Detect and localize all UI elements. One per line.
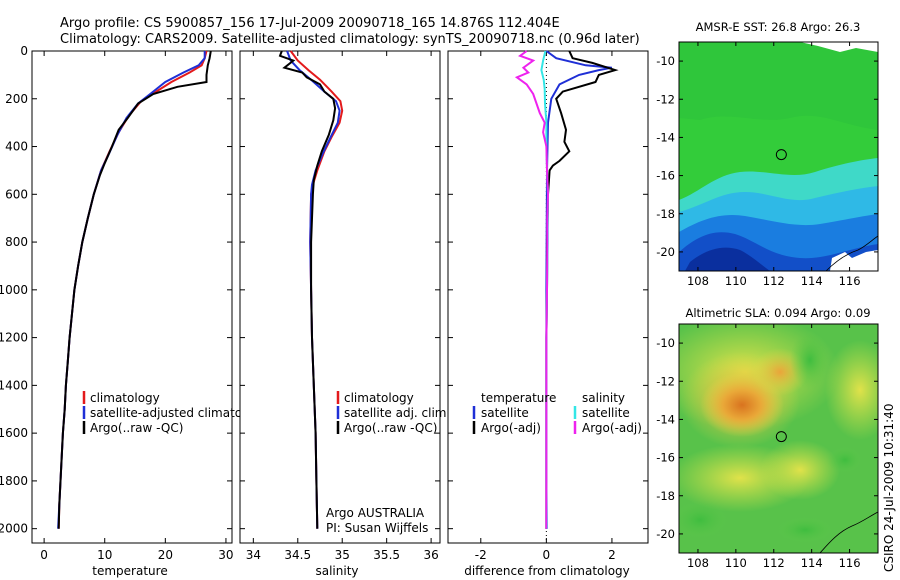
temperature-legend-climatology: climatology — [90, 391, 160, 405]
sst-map-xtick-label: 108 — [687, 274, 709, 288]
salinity-panel: 34 34.5 35 35.5 36 salinity climatology sate… — [239, 50, 450, 578]
figure-title-line1: Argo profile: CS 5900857_156 17-Jul-2009… — [60, 16, 560, 31]
depth-ytick-label: 1800 — [0, 474, 28, 488]
salinity-axes-frame — [239, 50, 441, 544]
sla-map-xtick-label: 114 — [801, 556, 823, 570]
difference-legend: temperature satellite Argo(-adj) salinit… — [472, 391, 642, 435]
sst-map-xtick-label: 116 — [839, 274, 861, 288]
side-timestamp: CSIRO 24-Jul-2009 10:31:40 — [882, 404, 896, 572]
difference-legend-temperature-argo: Argo(-adj) — [481, 421, 541, 435]
sla-map-frame — [678, 323, 879, 554]
sla-map-ytick-label: -20 — [656, 527, 675, 541]
sla-map-field — [679, 324, 878, 553]
sst-map-xtick-label: 110 — [725, 274, 747, 288]
salinity-lines — [278, 50, 344, 529]
depth-ytick-label: 800 — [5, 235, 28, 249]
difference-panel: -2 0 2 difference from climatology tempera… — [447, 50, 649, 578]
sst-map-xtick-label: 112 — [763, 274, 785, 288]
depth-ytick-label: 0 — [20, 44, 28, 58]
temperature-xtick-label: 0 — [40, 548, 48, 562]
depth-ytick-label: 1000 — [0, 283, 28, 297]
sst-argo-location-marker — [775, 149, 787, 161]
depth-ytick-label: 600 — [5, 187, 28, 201]
sla-map-xtick-label: 116 — [839, 556, 861, 570]
salinity-annotation-line1: Argo AUSTRALIA — [326, 506, 425, 520]
figure-title-line2: Climatology: CARS2009. Satellite-adjuste… — [60, 32, 640, 47]
sla-map-ticks: 108 110 112 114 116 -10 -12 -14 -16 -18 -20 — [656, 324, 878, 570]
temperature-xtick-label: 20 — [158, 548, 173, 562]
temperature-legend-satellite: satellite-adjusted climatology — [90, 406, 268, 420]
salinity-xtick-label: 35.5 — [373, 548, 400, 562]
sla-map-xtick-label: 112 — [763, 556, 785, 570]
sla-map-ytick-label: -14 — [656, 412, 675, 426]
difference-legend-salinity-satellite: satellite — [582, 406, 630, 420]
salinity-ticks: 34 34.5 35 35.5 36 — [240, 50, 440, 562]
sst-map-frame — [678, 41, 879, 272]
sst-map-ytick-label: -20 — [656, 245, 675, 259]
temperature-ticks: 0 10 20 30 0 200 400 600 800 1000 1200 1400 1600 1800… — [0, 44, 234, 562]
difference-xtick-label: -2 — [475, 548, 487, 562]
depth-ytick-label: 1600 — [0, 426, 28, 440]
sla-map-ytick-label: -10 — [656, 336, 675, 350]
depth-ytick-label: 1200 — [0, 331, 28, 345]
difference-xtick-label: 2 — [608, 548, 616, 562]
salinity-legend-argo: Argo(..raw -QC) — [344, 421, 437, 435]
temperature-xlabel: temperature — [92, 564, 167, 578]
sst-map-ytick-label: -10 — [656, 54, 675, 68]
sla-map-ytick-label: -18 — [656, 489, 675, 503]
sst-map-ytick-label: -14 — [656, 130, 675, 144]
difference-legend-salinity-argo: Argo(-adj) — [582, 421, 642, 435]
difference-lines — [514, 50, 619, 543]
difference-legend-temperature-title: temperature — [481, 391, 556, 405]
difference-xtick-label: 0 — [543, 548, 551, 562]
salinity-xtick-label: 34 — [246, 548, 261, 562]
depth-ytick-label: 400 — [5, 140, 28, 154]
depth-ytick-label: 2000 — [0, 522, 28, 536]
sla-map-panel: Altimetric SLA: 0.094 Argo: 0.09 108 110 1… — [656, 306, 879, 570]
salinity-legend-climatology: climatology — [344, 391, 414, 405]
sst-map-ytick-label: -12 — [656, 92, 675, 106]
temperature-series-argo — [57, 50, 212, 529]
difference-ticks: -2 0 2 — [448, 50, 648, 562]
sst-map-ytick-label: -18 — [656, 207, 675, 221]
salinity-xtick-label: 34.5 — [284, 548, 311, 562]
temperature-xtick-label: 10 — [97, 548, 112, 562]
salinity-legend: climatology satellite adj. clim. Argo(..… — [326, 391, 450, 535]
sst-map-title: AMSR-E SST: 26.8 Argo: 26.3 — [696, 20, 861, 34]
sla-map-ytick-label: -12 — [656, 374, 675, 388]
sla-map-title: Altimetric SLA: 0.094 Argo: 0.09 — [685, 306, 870, 320]
sla-map-xtick-label: 110 — [725, 556, 747, 570]
sla-map-ytick-label: -16 — [656, 451, 675, 465]
salinity-annotation-line2: PI: Susan Wijffels — [326, 521, 428, 535]
temperature-xtick-label: 30 — [218, 548, 233, 562]
salinity-legend-satellite: satellite adj. clim. — [344, 406, 450, 420]
difference-series-salinity-argo-adj- — [514, 50, 550, 529]
depth-ytick-label: 1400 — [0, 378, 28, 392]
temperature-panel: 0 10 20 30 0 200 400 600 800 1000 1200 1400 1600 1800… — [0, 44, 268, 578]
sst-map-ticks: 108 110 112 114 116 -10 -12 -14 -16 -18 -20 — [656, 42, 878, 288]
difference-xlabel: difference from climatology — [464, 564, 630, 578]
difference-legend-temperature-satellite: satellite — [481, 406, 529, 420]
temperature-lines — [57, 50, 212, 529]
sst-map-field — [679, 42, 878, 271]
sla-map-xtick-label: 108 — [687, 556, 709, 570]
sst-map-ytick-label: -16 — [656, 169, 675, 183]
sla-argo-location-marker — [775, 431, 787, 443]
sst-map-xtick-label: 114 — [801, 274, 823, 288]
temperature-axes-frame — [31, 50, 233, 544]
salinity-xlabel: salinity — [315, 564, 358, 578]
salinity-xtick-label: 36 — [423, 548, 438, 562]
temperature-legend-argo: Argo(..raw -QC) — [90, 421, 183, 435]
salinity-xtick-label: 35 — [335, 548, 350, 562]
temperature-legend: climatology satellite-adjusted climatolo… — [82, 391, 268, 435]
sst-map-panel: AMSR-E SST: 26.8 Argo: 26.3 108 110 112 114… — [656, 20, 879, 288]
difference-legend-salinity-title: salinity — [582, 391, 625, 405]
depth-ytick-label: 200 — [5, 92, 28, 106]
salinity-series-argo — [278, 50, 337, 529]
